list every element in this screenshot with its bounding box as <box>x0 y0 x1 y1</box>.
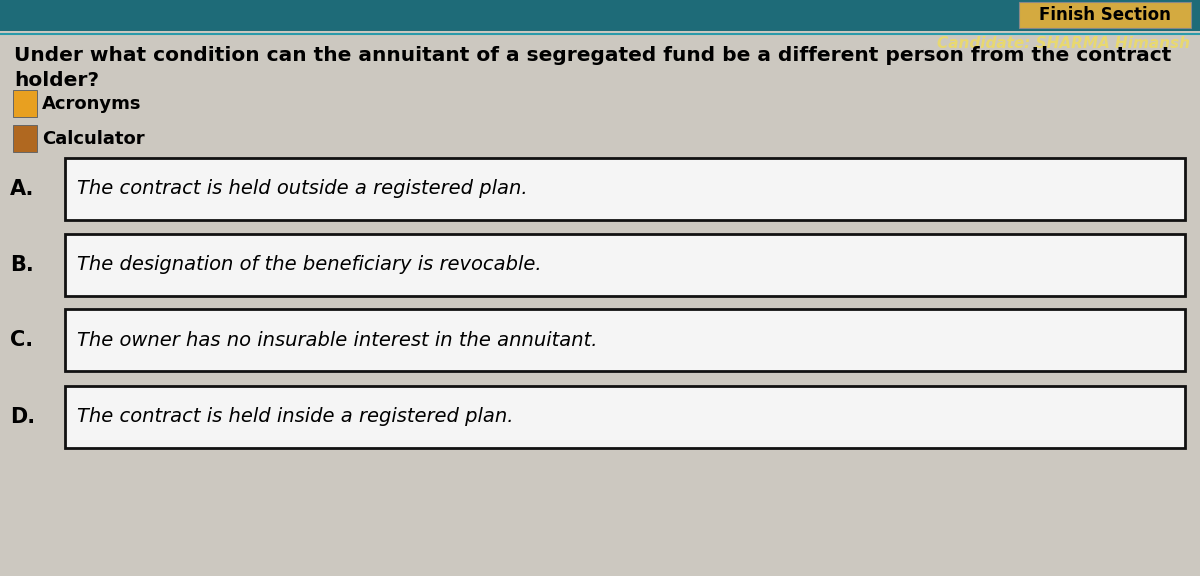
Bar <box>65 386 1186 448</box>
Text: B.: B. <box>10 255 34 275</box>
Bar <box>65 234 1186 296</box>
Text: The designation of the beneficiary is revocable.: The designation of the beneficiary is re… <box>77 256 541 275</box>
Text: The owner has no insurable interest in the annuitant.: The owner has no insurable interest in t… <box>77 331 598 350</box>
FancyBboxPatch shape <box>13 125 37 152</box>
Bar <box>0 0 1200 32</box>
Text: The contract is held outside a registered plan.: The contract is held outside a registere… <box>77 180 528 199</box>
Text: Finish Section: Finish Section <box>1039 6 1171 24</box>
Text: Calculator: Calculator <box>42 130 145 148</box>
Text: Acronyms: Acronyms <box>42 95 142 113</box>
Text: A.: A. <box>10 179 35 199</box>
Text: The contract is held inside a registered plan.: The contract is held inside a registered… <box>77 407 514 426</box>
Bar <box>0 31 1200 196</box>
Bar <box>65 158 1186 220</box>
Text: Candidate: SHARMA Himansh: Candidate: SHARMA Himansh <box>937 36 1190 51</box>
Text: Under what condition can the annuitant of a segregated fund be a different perso: Under what condition can the annuitant o… <box>14 46 1171 65</box>
FancyBboxPatch shape <box>1019 2 1190 28</box>
Bar <box>65 309 1186 371</box>
Text: holder?: holder? <box>14 71 98 90</box>
FancyBboxPatch shape <box>13 90 37 117</box>
Text: D.: D. <box>10 407 35 427</box>
Text: C.: C. <box>10 330 34 350</box>
